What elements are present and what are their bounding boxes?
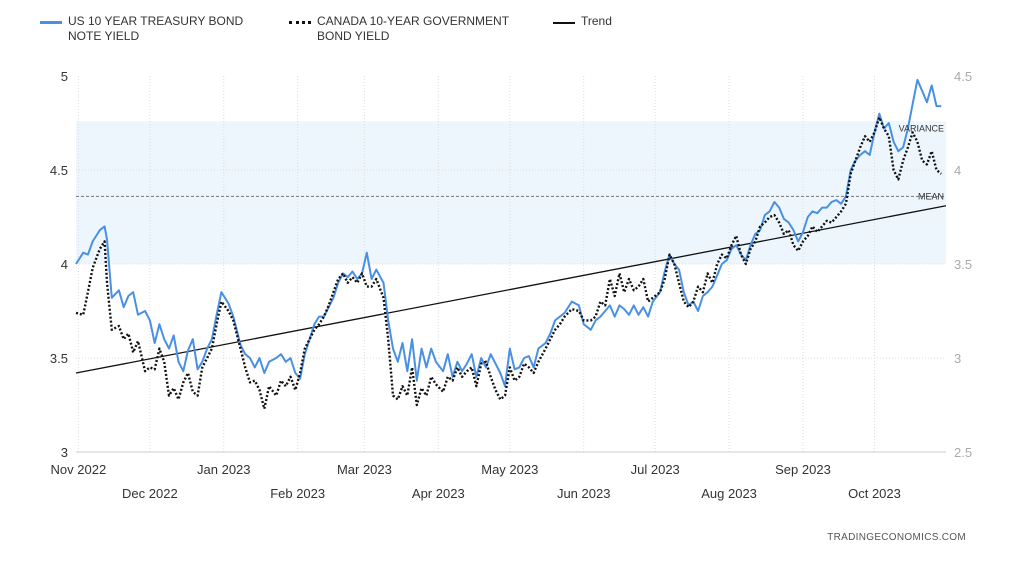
annotation-layer: VARIANCE MEAN <box>899 124 944 202</box>
y-tick-label-right: 4.5 <box>954 69 972 84</box>
x-tick-label: Jan 2023 <box>197 462 251 477</box>
y-tick-label-right: 2.5 <box>954 445 972 460</box>
series-layer <box>75 78 942 410</box>
legend-label-trend: Trend <box>581 14 612 28</box>
x-tick-label: Dec 2022 <box>122 486 178 501</box>
source-credit: TRADINGECONOMICS.COM <box>827 532 966 543</box>
legend-label-us: US 10 YEAR TREASURY BOND NOTE YIELD <box>68 14 244 43</box>
annotation-label: MEAN <box>918 191 944 201</box>
y-tick-label-right: 3.5 <box>954 257 972 272</box>
variance-band <box>76 121 946 265</box>
y-tick-label-left: 4.5 <box>50 163 68 178</box>
x-tick-label: Mar 2023 <box>337 462 392 477</box>
y-tick-label-left: 3.5 <box>50 351 68 366</box>
x-tick-label: Jul 2023 <box>631 462 680 477</box>
trend-layer <box>75 205 947 374</box>
x-tick-label: May 2023 <box>481 462 538 477</box>
x-tick-label: Sep 2023 <box>775 462 831 477</box>
axis-labels-layer: 3 3.5 4 4.5 5 2.5 3 3.5 4 4.5 Nov 2022 Jan 2023 Mar … <box>50 69 972 501</box>
chart-legend: US 10 YEAR TREASURY BOND NOTE YIELD CANA… <box>40 14 612 44</box>
legend-label-canada: CANADA 10-YEAR GOVERNMENT BOND YIELD <box>317 14 509 43</box>
x-tick-label: Aug 2023 <box>701 486 757 501</box>
legend-item-trend[interactable]: Trend <box>553 14 612 29</box>
x-tick-label: Feb 2023 <box>270 486 325 501</box>
legend-swatch-canada <box>289 21 311 24</box>
legend-item-canada[interactable]: CANADA 10-YEAR GOVERNMENT BOND YIELD <box>289 14 527 44</box>
x-tick-label: Nov 2022 <box>51 462 107 477</box>
trend-line <box>75 205 947 374</box>
legend-swatch-us <box>40 21 62 24</box>
y-tick-label-right: 4 <box>954 163 961 178</box>
series-line-canada-10y <box>75 116 942 410</box>
x-tick-label: Apr 2023 <box>412 486 465 501</box>
x-tick-label: Oct 2023 <box>848 486 901 501</box>
legend-item-us[interactable]: US 10 YEAR TREASURY BOND NOTE YIELD <box>40 14 263 44</box>
legend-swatch-trend <box>553 22 575 24</box>
series-line-us-10y <box>75 78 942 388</box>
annotation-label: VARIANCE <box>899 124 944 134</box>
y-tick-label-left: 5 <box>61 69 68 84</box>
y-tick-label-left: 4 <box>61 257 68 272</box>
y-tick-label-left: 3 <box>61 445 68 460</box>
x-tick-label: Jun 2023 <box>557 486 611 501</box>
y-tick-label-right: 3 <box>954 351 961 366</box>
variance-band-layer <box>76 121 946 265</box>
